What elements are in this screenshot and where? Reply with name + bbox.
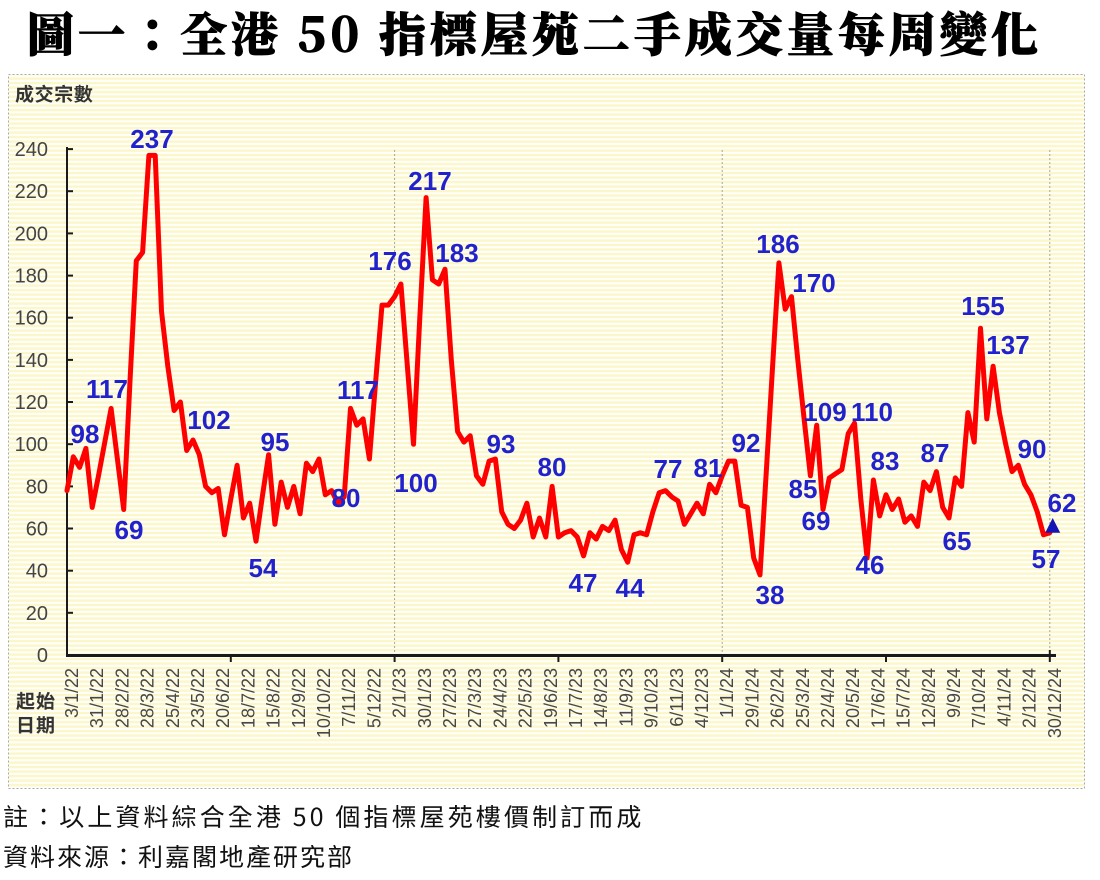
svg-text:3/1/22: 3/1/22: [62, 668, 82, 718]
svg-text:20/6/22: 20/6/22: [213, 668, 233, 728]
svg-text:2/1/23: 2/1/23: [390, 668, 410, 718]
svg-text:62: 62: [1048, 488, 1077, 518]
svg-text:17/7/23: 17/7/23: [566, 668, 586, 728]
svg-text:137: 137: [986, 330, 1029, 360]
svg-text:10/10/22: 10/10/22: [314, 668, 334, 738]
svg-text:80: 80: [26, 476, 48, 498]
svg-text:27/2/23: 27/2/23: [440, 668, 460, 728]
svg-text:12/8/24: 12/8/24: [919, 668, 939, 728]
svg-text:85: 85: [789, 474, 818, 504]
svg-text:95: 95: [261, 427, 290, 457]
svg-text:25/4/22: 25/4/22: [163, 668, 183, 728]
svg-text:54: 54: [249, 553, 278, 583]
svg-text:24/4/23: 24/4/23: [490, 668, 510, 728]
svg-text:14/8/23: 14/8/23: [591, 668, 611, 728]
svg-text:110: 110: [851, 397, 893, 427]
svg-text:160: 160: [15, 308, 48, 330]
svg-text:22/4/24: 22/4/24: [818, 668, 838, 728]
svg-text:65: 65: [943, 526, 972, 556]
svg-text:5/12/22: 5/12/22: [364, 668, 384, 728]
svg-text:47: 47: [569, 568, 598, 598]
svg-text:176: 176: [368, 246, 411, 276]
svg-text:15/8/22: 15/8/22: [264, 668, 284, 728]
svg-text:38: 38: [756, 580, 785, 610]
svg-text:31/1/22: 31/1/22: [87, 668, 107, 728]
svg-text:200: 200: [15, 223, 48, 245]
svg-text:77: 77: [654, 454, 683, 484]
svg-text:83: 83: [871, 446, 900, 476]
svg-text:6/11/23: 6/11/23: [667, 668, 687, 727]
svg-text:29/1/24: 29/1/24: [742, 668, 762, 728]
svg-text:87: 87: [921, 438, 950, 468]
svg-text:100: 100: [15, 434, 48, 456]
svg-text:11/9/23: 11/9/23: [616, 668, 636, 727]
svg-text:217: 217: [408, 166, 451, 196]
svg-text:9/10/23: 9/10/23: [642, 668, 662, 728]
svg-text:57: 57: [1032, 544, 1061, 574]
svg-text:186: 186: [756, 229, 799, 259]
svg-text:100: 100: [394, 468, 437, 498]
svg-text:19/6/23: 19/6/23: [541, 668, 561, 728]
svg-text:20: 20: [26, 603, 48, 625]
svg-text:4/11/24: 4/11/24: [994, 668, 1014, 727]
svg-text:18/7/22: 18/7/22: [238, 668, 258, 728]
svg-text:170: 170: [792, 268, 835, 298]
svg-text:117: 117: [86, 374, 128, 404]
svg-text:28/3/22: 28/3/22: [138, 668, 158, 728]
svg-text:155: 155: [961, 291, 1004, 321]
svg-text:98: 98: [71, 419, 100, 449]
svg-text:0: 0: [37, 645, 48, 667]
svg-text:44: 44: [616, 573, 645, 603]
svg-text:27/3/23: 27/3/23: [465, 668, 485, 728]
svg-text:240: 240: [15, 139, 48, 161]
svg-text:81: 81: [694, 453, 723, 483]
svg-text:237: 237: [130, 124, 173, 154]
svg-text:1/1/24: 1/1/24: [717, 668, 737, 718]
svg-text:7/10/24: 7/10/24: [969, 668, 989, 728]
svg-text:60: 60: [26, 519, 48, 541]
svg-text:9/9/24: 9/9/24: [944, 668, 964, 718]
svg-text:93: 93: [487, 429, 516, 459]
svg-text:117: 117: [337, 375, 379, 405]
svg-text:15/7/24: 15/7/24: [894, 668, 914, 728]
svg-text:69: 69: [115, 515, 144, 545]
svg-text:92: 92: [732, 428, 761, 458]
svg-text:20/5/24: 20/5/24: [843, 668, 863, 728]
svg-text:28/2/22: 28/2/22: [112, 668, 132, 728]
svg-text:90: 90: [1018, 434, 1047, 464]
svg-text:46: 46: [856, 550, 885, 580]
svg-text:109: 109: [803, 397, 846, 427]
svg-text:17/6/24: 17/6/24: [868, 668, 888, 728]
svg-text:7/11/22: 7/11/22: [339, 668, 359, 727]
svg-text:22/5/23: 22/5/23: [516, 668, 536, 728]
svg-text:69: 69: [802, 506, 831, 536]
svg-text:26/2/24: 26/2/24: [768, 668, 788, 728]
svg-text:30/12/24: 30/12/24: [1045, 668, 1065, 738]
svg-text:23/5/22: 23/5/22: [188, 668, 208, 728]
svg-text:4/12/23: 4/12/23: [692, 668, 712, 728]
svg-text:183: 183: [435, 238, 478, 268]
svg-text:12/9/22: 12/9/22: [289, 668, 309, 728]
svg-text:25/3/24: 25/3/24: [793, 668, 813, 728]
svg-text:140: 140: [15, 350, 48, 372]
svg-text:80: 80: [538, 452, 567, 482]
svg-text:120: 120: [15, 392, 48, 414]
svg-text:40: 40: [26, 561, 48, 583]
svg-text:180: 180: [15, 266, 48, 288]
svg-text:102: 102: [187, 405, 230, 435]
svg-text:30/1/23: 30/1/23: [415, 668, 435, 728]
svg-text:2/12/24: 2/12/24: [1020, 668, 1040, 728]
svg-text:80: 80: [332, 483, 361, 513]
svg-text:220: 220: [15, 181, 48, 203]
